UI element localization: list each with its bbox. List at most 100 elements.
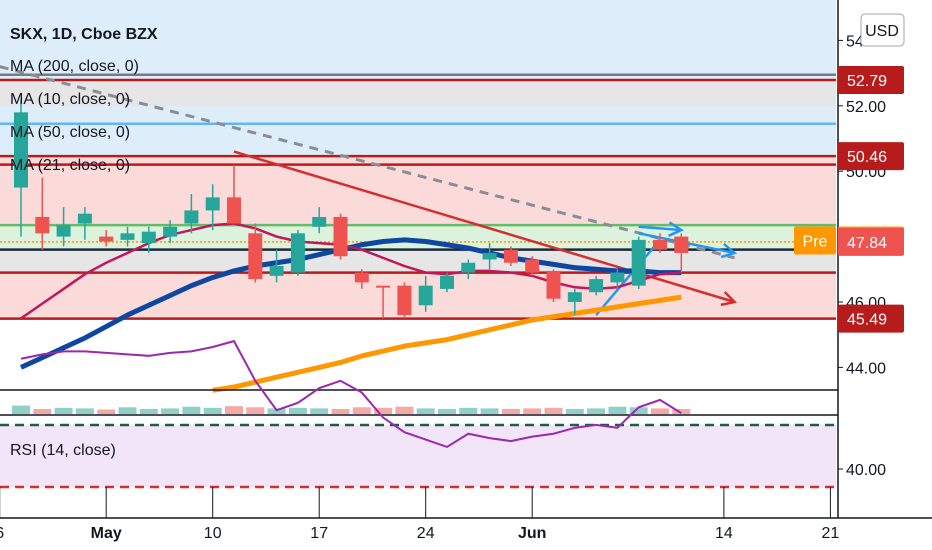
x-tick-label: Jun (518, 525, 546, 542)
trend-line-4 (638, 225, 682, 232)
price-tag-box (838, 304, 904, 333)
moving-averages (19, 222, 682, 393)
trend-arrow-4 (668, 221, 684, 237)
volume-bar-9 (203, 407, 222, 414)
indicator-label-ma21: MA (21, close, 0) (10, 157, 130, 174)
candle-body (333, 216, 348, 257)
price-tag-box (838, 227, 904, 256)
candle-body (35, 216, 50, 234)
candle-17 (376, 285, 391, 319)
candle-30 (653, 233, 667, 253)
volume-bar-13 (288, 407, 307, 414)
candle-body (397, 285, 412, 316)
candle-7 (163, 220, 178, 244)
candle-10 (227, 164, 241, 224)
ma21-line (20, 222, 682, 320)
volume-bar-15 (331, 408, 350, 414)
price-zone-0 (0, 79, 836, 106)
pre-market-badge (794, 226, 836, 255)
price-tag-box (838, 142, 904, 171)
price-tag-label: 47.84 (847, 235, 887, 252)
volume-bar-5 (118, 407, 137, 414)
trend-arrow-2 (720, 242, 738, 259)
rsi-pane (0, 339, 836, 489)
price-tag-label: 45.49 (847, 312, 887, 329)
candle-body (312, 216, 327, 227)
trend-arrow-1 (720, 291, 738, 307)
volume-bar-27 (587, 408, 606, 414)
candle-body (440, 275, 454, 289)
candle-22 (482, 243, 497, 270)
candle-body (14, 112, 28, 188)
volume-bar-26 (565, 408, 584, 414)
volume-bar-4 (97, 409, 116, 414)
symbol-title: SKX, 1D, Cboe BZX (10, 26, 158, 43)
ma200-line (212, 294, 682, 393)
candle-body (674, 236, 689, 253)
candle-5 (120, 226, 135, 247)
price-tag-label: 50.46 (847, 149, 887, 166)
candle-3 (77, 207, 92, 240)
candle-29 (631, 236, 646, 289)
volume-bar-6 (139, 408, 158, 414)
volume-bar-22 (480, 408, 499, 414)
volume-bar-20 (438, 408, 456, 414)
volume-bar-0 (12, 405, 30, 414)
rsi-band (0, 425, 836, 487)
volume-bar-19 (416, 408, 435, 414)
candle-26 (567, 288, 582, 316)
candle-body (653, 239, 667, 250)
horizontal-levels (0, 73, 836, 320)
candle-body (269, 266, 284, 276)
candle-8 (184, 194, 199, 234)
price-tag-47-84: 47.84 (838, 227, 904, 256)
x-tick-label: 17 (310, 525, 328, 542)
candle-11 (248, 223, 263, 283)
volume-bar-7 (161, 408, 180, 414)
indicator-label-ma10: MA (10, close, 0) (10, 91, 130, 108)
currency-label: USD (865, 23, 899, 40)
candle-body (589, 279, 604, 293)
price-tag-label: 52.79 (847, 73, 887, 90)
volume-bar-17 (374, 407, 393, 414)
candle-body (354, 272, 369, 283)
trend-line-0 (0, 65, 735, 260)
volume-bar-28 (608, 406, 627, 414)
x-tick-label: 6 (0, 525, 4, 542)
candle-body (141, 231, 156, 244)
trend-line-3 (595, 239, 661, 316)
candle-body (525, 259, 540, 273)
candle-body (418, 285, 433, 306)
candle-body (546, 270, 561, 299)
candle-24 (525, 256, 540, 276)
candle-body (631, 239, 646, 286)
y-tick-label: 52.00 (846, 99, 886, 116)
candle-body (163, 226, 178, 237)
candle-12 (269, 249, 284, 283)
candle-15 (333, 213, 348, 260)
volume-bar-31 (672, 408, 691, 414)
candle-body (248, 233, 263, 280)
price-zone-1 (0, 123, 836, 157)
candle-2 (56, 207, 71, 247)
price-zones (0, 0, 836, 390)
price-tag-45-49: 45.49 (838, 304, 904, 333)
candle-27 (589, 275, 604, 296)
candle-31 (674, 233, 689, 273)
rsi-line (20, 339, 682, 449)
candle-25 (546, 269, 561, 302)
x-tick-label: 21 (822, 525, 840, 542)
candle-14 (312, 207, 327, 234)
x-tick-label: May (91, 525, 122, 542)
currency-button[interactable]: USD (860, 13, 905, 47)
candle-18 (397, 282, 412, 319)
price-tag-52-79: 52.79 (838, 65, 904, 94)
candle-body (99, 236, 114, 242)
candle-body (610, 272, 625, 283)
candle-16 (354, 269, 369, 289)
volume-bar-2 (54, 407, 73, 414)
price-tag-box (838, 65, 904, 94)
pre-market-label: Pre (803, 234, 828, 251)
